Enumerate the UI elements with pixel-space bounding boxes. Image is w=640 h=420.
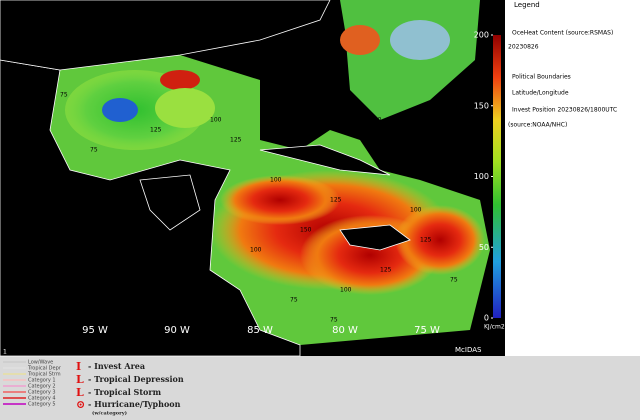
contour-label: 75: [330, 317, 338, 324]
contour-label: 100: [250, 247, 262, 254]
legend-item: Latitude/Longitude: [512, 90, 569, 97]
longitude-label: 90 W: [164, 325, 190, 336]
key-line-label: Category 5: [28, 402, 56, 408]
contour-label: 75: [460, 167, 468, 174]
key-line-label: Category 1: [28, 378, 56, 384]
contour-label: 100: [200, 247, 212, 254]
frame-number: 1: [3, 349, 7, 356]
key-line-label: Tropical Depr: [27, 366, 62, 372]
longitude-label: 85 W: [247, 325, 273, 336]
colorbar-tick-label: 150: [474, 101, 489, 110]
key-line-label: Tropical Strm: [27, 372, 61, 378]
legend-panel: [505, 0, 640, 356]
contour-label: 75: [60, 92, 68, 99]
colorbar-tick-label: 200: [474, 31, 489, 40]
longitude-label: 95 W: [82, 325, 108, 336]
contour-label: 150: [300, 227, 312, 234]
credit: McIDAS: [455, 346, 482, 354]
colorbar-tick-label: 0: [484, 314, 489, 323]
contour-label: 75: [290, 297, 298, 304]
legend-title: Legend: [514, 1, 540, 9]
colorbar-tick-label: 100: [474, 172, 489, 181]
key-symbol: I: [76, 360, 81, 373]
key-symbol-label: - Tropical Depression: [88, 374, 184, 384]
legend-item: Political Boundaries: [512, 74, 571, 81]
legend-item: Invest Position 20230826/1800UTC: [512, 107, 617, 114]
key-line-label: Category 3: [28, 390, 56, 396]
legend-item: 20230826: [508, 44, 539, 51]
key-symbol-label: - Invest Area: [88, 361, 145, 371]
contour-label: 100: [270, 177, 282, 184]
key-symbol-label: (w/category): [92, 410, 127, 417]
longitude-label: 80 W: [332, 325, 358, 336]
contour-label: 100: [210, 117, 222, 124]
key-symbol: ⊙: [76, 398, 85, 411]
key-symbol: L: [76, 386, 84, 399]
longitude-label: 75 W: [414, 325, 440, 336]
key-line-label: Category 4: [28, 396, 56, 402]
colorbar-tick-label: 50: [479, 243, 489, 252]
contour-label: 100: [340, 287, 352, 294]
contour-label: 100: [410, 207, 422, 214]
heat-field: [50, 0, 490, 345]
contour-label: 125: [420, 237, 432, 244]
key-symbol-label: - Tropical Storm: [88, 387, 162, 397]
contour-label: 125: [380, 267, 392, 274]
contour-label: 125: [150, 127, 162, 134]
contour-label: 125: [330, 197, 342, 204]
colorbar-unit: KJ/cm2: [484, 324, 505, 331]
key-line-label: Low/Wave: [28, 360, 53, 366]
key-line-label: Category 2: [28, 384, 56, 390]
key-symbol-label: - Hurricane/Typhoon: [88, 399, 181, 409]
contour-label: 75: [450, 277, 458, 284]
legend-item: (source:NOAA/NHC): [508, 122, 567, 129]
contour-label: 100: [40, 117, 52, 124]
colorbar: [493, 35, 501, 318]
contour-label: 75: [90, 147, 98, 154]
contour-label: 100: [370, 117, 382, 124]
legend-item: OceHeat Content (source:RSMAS): [512, 30, 613, 37]
land: [0, 0, 411, 357]
key-symbol: L: [76, 373, 84, 386]
contour-label: 125: [230, 137, 242, 144]
